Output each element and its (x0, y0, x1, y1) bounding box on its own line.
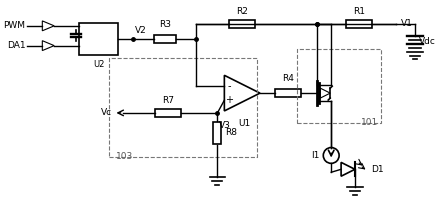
Text: R4: R4 (282, 74, 294, 83)
Text: Vdc: Vdc (419, 37, 436, 46)
Text: U1: U1 (238, 119, 250, 128)
Text: R2: R2 (236, 7, 248, 16)
Bar (296, 49, 381, 123)
Text: -: - (228, 81, 231, 91)
Text: R3: R3 (159, 20, 171, 29)
Text: R1: R1 (353, 7, 365, 16)
Bar (346, 20, 372, 28)
Text: DA1: DA1 (7, 41, 26, 50)
Bar (155, 109, 181, 117)
Bar (229, 20, 255, 28)
Polygon shape (341, 162, 355, 176)
Bar (214, 122, 222, 144)
Text: PWM: PWM (4, 21, 26, 30)
Text: V2: V2 (135, 26, 147, 35)
Bar (79, 23, 118, 54)
Polygon shape (224, 75, 260, 111)
Text: +: + (225, 95, 233, 105)
Polygon shape (43, 21, 54, 31)
Bar (109, 58, 257, 157)
Bar (154, 35, 176, 43)
Text: R7: R7 (162, 96, 174, 105)
Text: 103: 103 (116, 152, 133, 161)
Text: R8: R8 (225, 128, 237, 137)
Text: D1: D1 (371, 165, 383, 174)
Text: V3: V3 (219, 121, 231, 130)
Text: I1: I1 (311, 151, 319, 160)
Polygon shape (320, 88, 330, 98)
Bar (275, 89, 300, 97)
Text: V1: V1 (400, 19, 412, 28)
Circle shape (323, 147, 339, 163)
Text: U2: U2 (93, 61, 105, 69)
Polygon shape (43, 41, 54, 51)
Text: Vc: Vc (101, 108, 112, 117)
Text: 101: 101 (361, 118, 378, 127)
